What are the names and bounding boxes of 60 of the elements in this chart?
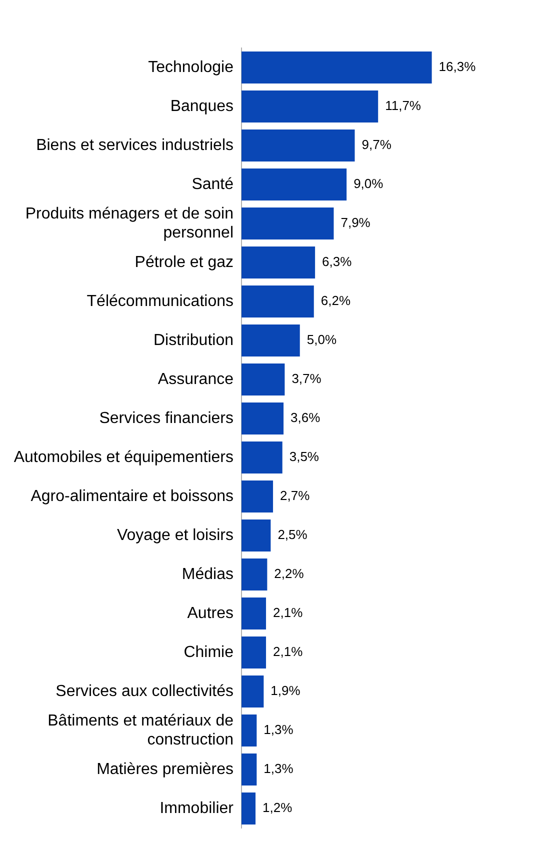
data-label: 6,2% — [320, 293, 351, 308]
data-label: 1,3% — [264, 761, 294, 776]
bar — [242, 598, 266, 630]
data-label: 3,5% — [289, 449, 320, 464]
y-tick-label: Technologie — [148, 58, 234, 76]
bar — [242, 246, 316, 278]
data-label: 11,7% — [385, 98, 422, 114]
y-tick-label: Voyage et loisirs — [116, 526, 234, 544]
y-tick-label: Automobiles et équipementiers — [14, 448, 234, 466]
y-tick-label: Banques — [170, 98, 234, 115]
data-label: 7,9% — [340, 215, 371, 230]
bar — [242, 90, 378, 122]
bar — [242, 754, 257, 786]
y-tick-label: Services financiers — [99, 410, 234, 427]
data-label: 5,0% — [306, 332, 337, 348]
bar — [242, 636, 266, 668]
bar — [242, 208, 334, 240]
y-tick-label: Autres — [187, 604, 234, 622]
data-label: 2,5% — [278, 527, 308, 542]
y-tick-label: Immobilier — [160, 800, 234, 817]
y-tick-label: Médias — [182, 566, 234, 583]
bar — [242, 402, 284, 434]
data-label: 2,1% — [273, 605, 304, 620]
bar — [242, 558, 268, 590]
data-label: 3,6% — [290, 410, 321, 426]
bar — [242, 52, 432, 84]
y-tick-label: Services aux collectivités — [56, 682, 234, 700]
data-label: 2,7% — [280, 488, 310, 504]
bar — [242, 130, 355, 162]
bar — [242, 676, 264, 708]
y-tick-label: Santé — [192, 176, 234, 193]
data-label: 16,3% — [438, 59, 476, 74]
data-label: 1,3% — [264, 722, 294, 738]
y-tick-label: Télécommunications — [86, 292, 234, 310]
data-label: 2,2% — [274, 566, 304, 582]
bar — [242, 480, 274, 512]
data-label: 3,7% — [292, 371, 322, 386]
data-label: 1,2% — [262, 800, 293, 816]
y-tick-label: Produits ménagers et de soin personnel — [25, 205, 234, 242]
y-tick-label: Chimie — [184, 644, 234, 661]
y-tick-label: Matières premières — [96, 760, 234, 778]
y-tick-label: Agro-alimentaire et boissons — [30, 488, 234, 505]
y-tick-label: Distribution — [153, 332, 234, 349]
bar — [242, 364, 285, 396]
y-tick-label: Biens et services industriels — [36, 136, 234, 154]
y-tick-label: Bâtiments et matériaux de construction — [48, 712, 234, 749]
bar — [242, 520, 271, 552]
bar — [242, 714, 257, 746]
data-label: 6,3% — [322, 254, 352, 270]
data-label: 9,7% — [362, 137, 392, 152]
bar — [242, 792, 256, 824]
bar — [242, 324, 300, 356]
y-tick-label: Assurance — [158, 370, 234, 388]
bar — [242, 168, 347, 200]
bar — [242, 286, 314, 318]
data-label: 9,0% — [354, 176, 384, 192]
bar — [242, 442, 282, 474]
data-label: 2,1% — [273, 644, 304, 660]
data-label: 1,9% — [270, 683, 301, 698]
y-tick-label: Pétrole et gaz — [134, 254, 234, 271]
